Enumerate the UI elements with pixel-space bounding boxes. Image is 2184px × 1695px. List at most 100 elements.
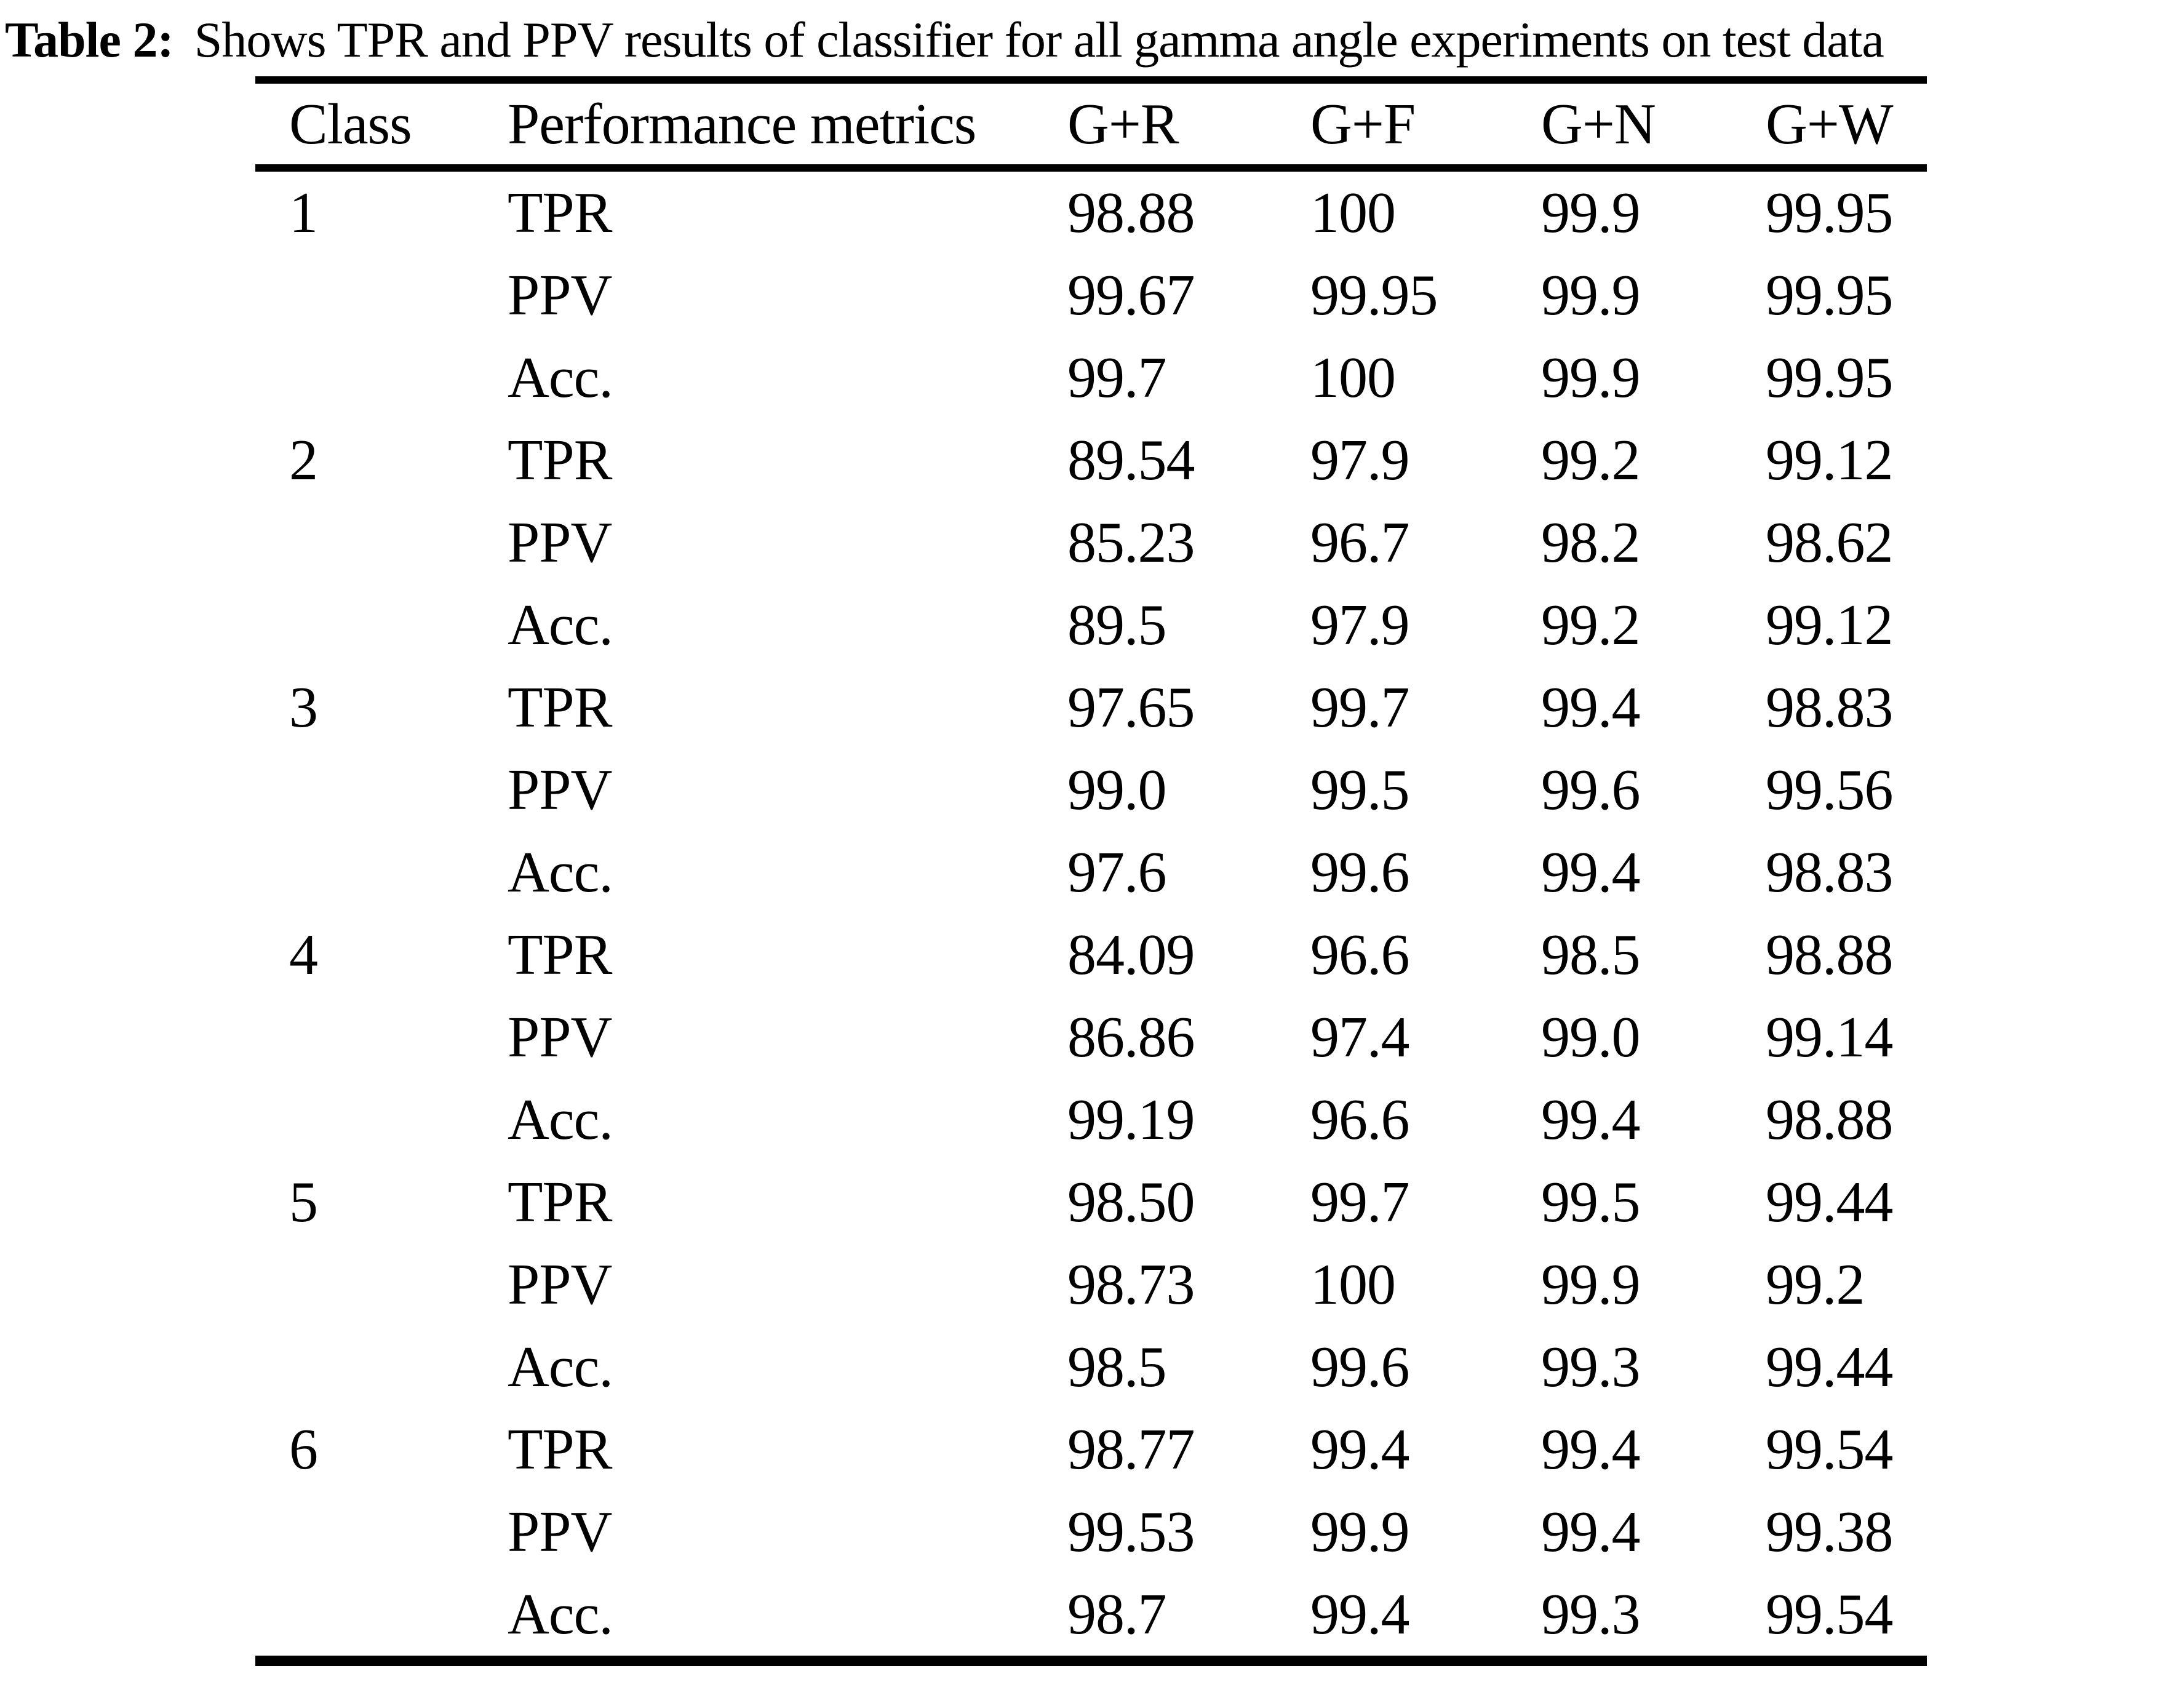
header-class: Class xyxy=(289,92,412,156)
metric-cell: PPV xyxy=(508,511,612,575)
table-row: PPV 99.67 99.95 99.9 99.95 xyxy=(255,254,1927,337)
gf-value-cell: 99.5 xyxy=(1310,758,1410,822)
gw-value-cell: 99.38 xyxy=(1766,1500,1894,1564)
gr-value-cell: 99.19 xyxy=(1067,1088,1195,1152)
gr-value-cell: 89.5 xyxy=(1067,593,1167,657)
gw-value-cell: 99.44 xyxy=(1766,1335,1894,1399)
gf-value-cell: 100 xyxy=(1310,1253,1396,1317)
table-row: 4 TPR 84.09 96.6 98.5 98.88 xyxy=(255,914,1927,996)
table-row: 1 TPR 98.88 100 99.9 99.95 xyxy=(255,172,1927,254)
gr-value-cell: 99.7 xyxy=(1067,346,1167,410)
gn-value-cell: 99.9 xyxy=(1541,346,1641,410)
gr-value-cell: 97.6 xyxy=(1067,840,1167,904)
gw-value-cell: 99.95 xyxy=(1766,181,1894,245)
gn-value-cell: 99.6 xyxy=(1541,758,1641,822)
gw-value-cell: 99.12 xyxy=(1766,593,1894,657)
header-gf: G+F xyxy=(1310,92,1416,156)
gw-value-cell: 98.88 xyxy=(1766,923,1894,987)
gn-value-cell: 99.9 xyxy=(1541,263,1641,327)
gn-value-cell: 99.2 xyxy=(1541,428,1641,492)
gn-value-cell: 99.4 xyxy=(1541,1500,1641,1564)
gr-value-cell: 98.50 xyxy=(1067,1170,1195,1234)
gn-value-cell: 98.2 xyxy=(1541,511,1641,575)
class-cell: 2 xyxy=(289,428,318,492)
gr-value-cell: 99.0 xyxy=(1067,758,1167,822)
gf-value-cell: 96.6 xyxy=(1310,1088,1410,1152)
gf-value-cell: 99.9 xyxy=(1310,1500,1410,1564)
gn-value-cell: 99.4 xyxy=(1541,1088,1641,1152)
gf-value-cell: 97.9 xyxy=(1310,428,1410,492)
metric-cell: Acc. xyxy=(508,1335,613,1399)
metric-cell: TPR xyxy=(508,1418,612,1482)
gn-value-cell: 99.3 xyxy=(1541,1335,1641,1399)
gr-value-cell: 85.23 xyxy=(1067,511,1195,575)
metric-cell: Acc. xyxy=(508,346,613,410)
table-caption-label: Table 2: xyxy=(5,12,174,68)
gw-value-cell: 98.83 xyxy=(1766,676,1894,740)
table-row: 5 TPR 98.50 99.7 99.5 99.44 xyxy=(255,1161,1927,1243)
gf-value-cell: 99.95 xyxy=(1310,263,1438,327)
table-header-row: Class Performance metrics G+R G+F G+N G+… xyxy=(255,84,1927,172)
gr-value-cell: 99.53 xyxy=(1067,1500,1195,1564)
metric-cell: TPR xyxy=(508,181,612,245)
gf-value-cell: 99.4 xyxy=(1310,1418,1410,1482)
table-caption-text: Shows TPR and PPV results of classifier … xyxy=(194,12,1884,68)
gf-value-cell: 99.7 xyxy=(1310,676,1410,740)
gf-value-cell: 96.6 xyxy=(1310,923,1410,987)
gw-value-cell: 99.14 xyxy=(1766,1005,1894,1069)
metric-cell: TPR xyxy=(508,1170,612,1234)
table-row: PPV 85.23 96.7 98.2 98.62 xyxy=(255,501,1927,584)
gn-value-cell: 99.4 xyxy=(1541,676,1641,740)
gr-value-cell: 98.7 xyxy=(1067,1582,1167,1646)
gn-value-cell: 99.4 xyxy=(1541,840,1641,904)
gw-value-cell: 99.95 xyxy=(1766,263,1894,327)
table-row: 6 TPR 98.77 99.4 99.4 99.54 xyxy=(255,1408,1927,1491)
gr-value-cell: 98.77 xyxy=(1067,1418,1195,1482)
class-cell: 1 xyxy=(289,181,318,245)
table-row: Acc. 98.5 99.6 99.3 99.44 xyxy=(255,1326,1927,1408)
gf-value-cell: 97.4 xyxy=(1310,1005,1410,1069)
table-row: Acc. 97.6 99.6 99.4 98.83 xyxy=(255,831,1927,914)
table-body: 1 TPR 98.88 100 99.9 99.95 PPV 99.67 99.… xyxy=(255,172,1927,1656)
gn-value-cell: 99.0 xyxy=(1541,1005,1641,1069)
header-metric: Performance metrics xyxy=(508,92,976,156)
gr-value-cell: 86.86 xyxy=(1067,1005,1195,1069)
gw-value-cell: 98.88 xyxy=(1766,1088,1894,1152)
table-row: PPV 98.73 100 99.9 99.2 xyxy=(255,1243,1927,1326)
gw-value-cell: 99.54 xyxy=(1766,1582,1894,1646)
gr-value-cell: 98.73 xyxy=(1067,1253,1195,1317)
gw-value-cell: 99.2 xyxy=(1766,1253,1865,1317)
class-cell: 4 xyxy=(289,923,318,987)
class-cell: 5 xyxy=(289,1170,318,1234)
metric-cell: Acc. xyxy=(508,1088,613,1152)
metric-cell: TPR xyxy=(508,923,612,987)
gw-value-cell: 99.12 xyxy=(1766,428,1894,492)
gf-value-cell: 100 xyxy=(1310,346,1396,410)
gr-value-cell: 98.5 xyxy=(1067,1335,1167,1399)
gn-value-cell: 99.9 xyxy=(1541,1253,1641,1317)
gr-value-cell: 98.88 xyxy=(1067,181,1195,245)
gr-value-cell: 89.54 xyxy=(1067,428,1195,492)
header-gr: G+R xyxy=(1067,92,1179,156)
table-row: PPV 99.0 99.5 99.6 99.56 xyxy=(255,749,1927,831)
table-row: Acc. 99.19 96.6 99.4 98.88 xyxy=(255,1079,1927,1161)
gf-value-cell: 96.7 xyxy=(1310,511,1410,575)
metric-cell: PPV xyxy=(508,1005,612,1069)
gf-value-cell: 99.6 xyxy=(1310,840,1410,904)
gn-value-cell: 99.2 xyxy=(1541,593,1641,657)
metric-cell: Acc. xyxy=(508,1582,613,1646)
table-row: Acc. 99.7 100 99.9 99.95 xyxy=(255,337,1927,419)
table-row: PPV 86.86 97.4 99.0 99.14 xyxy=(255,996,1927,1079)
gn-value-cell: 99.9 xyxy=(1541,181,1641,245)
metric-cell: PPV xyxy=(508,1500,612,1564)
header-gn: G+N xyxy=(1541,92,1656,156)
table-row: 3 TPR 97.65 99.7 99.4 98.83 xyxy=(255,666,1927,749)
gn-value-cell: 99.5 xyxy=(1541,1170,1641,1234)
class-cell: 6 xyxy=(289,1418,318,1482)
gf-value-cell: 100 xyxy=(1310,181,1396,245)
results-table: Class Performance metrics G+R G+F G+N G+… xyxy=(255,76,1927,1666)
metric-cell: PPV xyxy=(508,263,612,327)
table-caption: Table 2: Shows TPR and PPV results of cla… xyxy=(0,0,2184,76)
gf-value-cell: 99.6 xyxy=(1310,1335,1410,1399)
gw-value-cell: 98.62 xyxy=(1766,511,1894,575)
